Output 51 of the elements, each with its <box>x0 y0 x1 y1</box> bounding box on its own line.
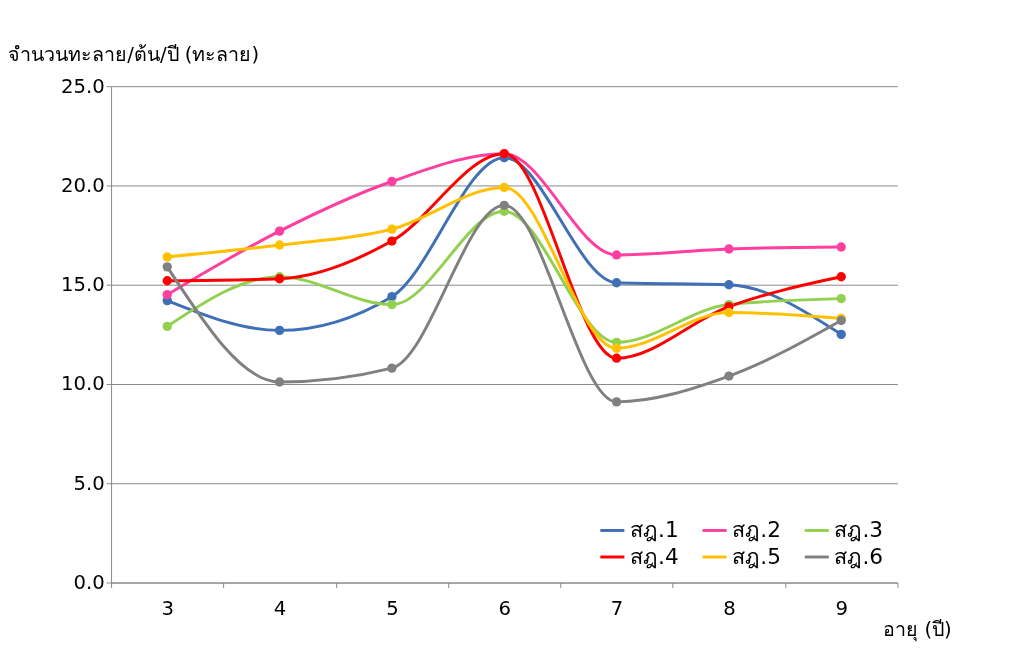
x-tick-label: 6 <box>498 597 511 621</box>
point <box>162 252 172 262</box>
point <box>387 291 397 302</box>
point <box>499 182 509 193</box>
y-tick-label: 15.0 <box>60 273 105 297</box>
point <box>724 307 734 318</box>
x-tick-label: 8 <box>723 597 736 621</box>
y-tick-label: 10.0 <box>60 372 105 396</box>
point <box>611 397 622 407</box>
x-tick-label: 5 <box>386 597 399 621</box>
legend-label: สฎ.2 <box>732 517 781 543</box>
point <box>274 325 285 336</box>
point <box>387 363 397 373</box>
point <box>836 293 846 304</box>
point <box>724 244 734 254</box>
legend-label: สฎ.5 <box>732 543 781 569</box>
point <box>162 262 172 272</box>
y-tick-label: 25.0 <box>60 74 105 98</box>
point <box>162 321 172 332</box>
x-tick-label: 3 <box>161 597 174 621</box>
y-axis-title: จำนวนทะลาย/ต้น/ปี (ทะลาย) <box>8 43 260 67</box>
legend-label: สฎ.1 <box>630 517 679 543</box>
legend-label: สฎ.6 <box>834 543 884 569</box>
x-tick-label: 9 <box>835 597 848 621</box>
point <box>274 377 285 387</box>
y-tick-label: 5.0 <box>73 471 105 495</box>
point <box>499 200 509 210</box>
x-axis-title: อายุ (ปี) <box>883 618 952 643</box>
point <box>611 343 622 353</box>
point <box>387 236 397 246</box>
point <box>836 242 846 252</box>
point <box>387 224 397 234</box>
point <box>274 240 285 250</box>
point <box>611 250 622 260</box>
point <box>162 290 172 300</box>
point <box>611 278 622 288</box>
point <box>387 299 397 310</box>
point <box>836 272 846 282</box>
legend-label: สฎ.3 <box>834 517 884 543</box>
x-tick-label: 7 <box>610 597 624 621</box>
point <box>387 176 397 187</box>
x-tick-label: 4 <box>273 597 287 621</box>
point <box>162 276 172 286</box>
point <box>724 371 734 381</box>
legend-label: สฎ.4 <box>630 543 679 569</box>
point <box>724 280 734 290</box>
y-tick-label: 20.0 <box>60 173 105 197</box>
point <box>611 353 622 363</box>
y-tick-label: 0.0 <box>73 570 105 594</box>
point <box>836 329 846 340</box>
point <box>274 226 285 236</box>
